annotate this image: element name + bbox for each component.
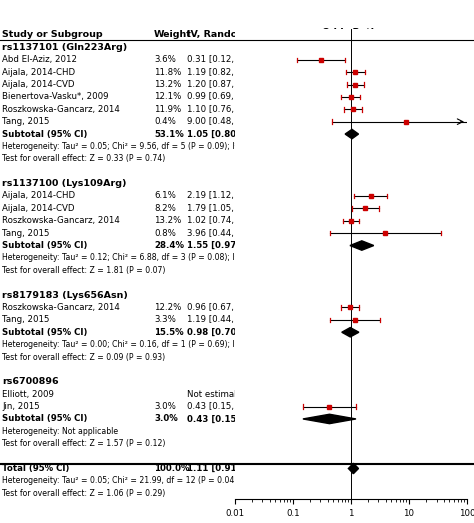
Text: 1.79 [1.05, 3.05]: 1.79 [1.05, 3.05] — [187, 204, 259, 213]
Text: 0.4%: 0.4% — [154, 117, 176, 126]
Text: Total (95% CI): Total (95% CI) — [2, 464, 70, 473]
Text: Not estimable: Not estimable — [187, 390, 247, 399]
Text: Subtotal (95% CI): Subtotal (95% CI) — [2, 241, 88, 250]
Text: 13.2%: 13.2% — [154, 217, 182, 225]
Text: 12.2%: 12.2% — [154, 303, 182, 312]
Text: Aijala, 2014-CHD: Aijala, 2014-CHD — [2, 191, 75, 200]
Text: 3.6%: 3.6% — [154, 55, 176, 64]
Polygon shape — [350, 241, 374, 250]
Text: 11.8%: 11.8% — [154, 67, 182, 76]
Text: Subtotal (95% CI): Subtotal (95% CI) — [2, 414, 88, 424]
Text: rs1137101 (Gln223Arg): rs1137101 (Gln223Arg) — [2, 43, 128, 52]
Text: Heterogeneity: Tau² = 0.00; Chi² = 0.16, df = 1 (P = 0.69); I² = 0%: Heterogeneity: Tau² = 0.00; Chi² = 0.16,… — [2, 340, 262, 349]
Text: 8.2%: 8.2% — [154, 204, 176, 213]
Text: 53.1%: 53.1% — [154, 130, 184, 139]
Text: Aijala, 2014-CVD: Aijala, 2014-CVD — [2, 204, 75, 213]
Text: Test for overall effect: Z = 1.06 (P = 0.29): Test for overall effect: Z = 1.06 (P = 0… — [2, 489, 165, 498]
Text: 0.43 [0.15, 1.23]: 0.43 [0.15, 1.23] — [187, 402, 259, 411]
Text: Test for overall effect: Z = 0.09 (P = 0.93): Test for overall effect: Z = 0.09 (P = 0… — [2, 353, 165, 361]
Text: Elliott, 2009: Elliott, 2009 — [2, 390, 54, 399]
Text: Aijala, 2014-CVD: Aijala, 2014-CVD — [2, 80, 75, 89]
Text: Subtotal (95% CI): Subtotal (95% CI) — [2, 130, 88, 139]
Text: Heterogeneity: Tau² = 0.05; Chi² = 21.99, df = 12 (P = 0.04); I² = 45%: Heterogeneity: Tau² = 0.05; Chi² = 21.99… — [2, 476, 277, 485]
Polygon shape — [348, 463, 358, 474]
Text: 3.3%: 3.3% — [154, 315, 176, 324]
Polygon shape — [342, 327, 359, 337]
Text: 0.31 [0.12, 0.80]: 0.31 [0.12, 0.80] — [187, 55, 259, 64]
Text: Roszkowska-Gancarz, 2014: Roszkowska-Gancarz, 2014 — [2, 303, 120, 312]
Text: 1.55 [0.97, 2.49]: 1.55 [0.97, 2.49] — [187, 241, 268, 250]
Text: rs6700896: rs6700896 — [2, 377, 59, 386]
Text: 6.1%: 6.1% — [154, 191, 176, 200]
Text: Abd El-Aziz, 2012: Abd El-Aziz, 2012 — [2, 55, 77, 64]
Text: Tang, 2015: Tang, 2015 — [2, 315, 50, 324]
Text: 0.98 [0.70, 1.38]: 0.98 [0.70, 1.38] — [187, 328, 268, 337]
Text: 0.99 [0.69, 1.42]: 0.99 [0.69, 1.42] — [187, 93, 259, 101]
Text: Heterogeneity: Tau² = 0.05; Chi² = 9.56, df = 5 (P = 0.09); I² = 48%: Heterogeneity: Tau² = 0.05; Chi² = 9.56,… — [2, 142, 266, 151]
Text: 1.02 [0.74, 1.41]: 1.02 [0.74, 1.41] — [187, 217, 259, 225]
Text: 2.19 [1.12, 4.28]: 2.19 [1.12, 4.28] — [187, 191, 259, 200]
Text: 0.96 [0.67, 1.38]: 0.96 [0.67, 1.38] — [187, 303, 259, 312]
Text: rs1137100 (Lys109Arg): rs1137100 (Lys109Arg) — [2, 179, 127, 188]
Text: Heterogeneity: Tau² = 0.12; Chi² = 6.88, df = 3 (P = 0.08); I² = 56%: Heterogeneity: Tau² = 0.12; Chi² = 6.88,… — [2, 254, 266, 263]
Text: Tang, 2015: Tang, 2015 — [2, 117, 50, 126]
Text: Test for overall effect: Z = 0.33 (P = 0.74): Test for overall effect: Z = 0.33 (P = 0… — [2, 154, 165, 163]
Text: Test for overall effect: Z = 1.81 (P = 0.07): Test for overall effect: Z = 1.81 (P = 0… — [2, 266, 166, 275]
Text: 28.4%: 28.4% — [154, 241, 184, 250]
Text: 1.20 [0.87, 1.66]: 1.20 [0.87, 1.66] — [187, 80, 259, 89]
Text: Weight: Weight — [154, 30, 192, 39]
Text: 1.19 [0.44, 3.22]: 1.19 [0.44, 3.22] — [187, 315, 259, 324]
Text: 15.5%: 15.5% — [154, 328, 184, 337]
Text: Roszkowska-Gancarz, 2014: Roszkowska-Gancarz, 2014 — [2, 105, 120, 114]
Text: Roszkowska-Gancarz, 2014: Roszkowska-Gancarz, 2014 — [2, 217, 120, 225]
Text: Test for overall effect: Z = 1.57 (P = 0.12): Test for overall effect: Z = 1.57 (P = 0… — [2, 439, 166, 448]
Text: 12.1%: 12.1% — [154, 93, 182, 101]
Text: 3.96 [0.44, 35.64]: 3.96 [0.44, 35.64] — [187, 229, 265, 237]
Text: 9.00 [0.48, 168.73]: 9.00 [0.48, 168.73] — [187, 117, 270, 126]
Text: Jin, 2015: Jin, 2015 — [2, 402, 40, 411]
Text: IV, Random, 95% CI: IV, Random, 95% CI — [299, 33, 402, 42]
Text: 100.0%: 100.0% — [154, 464, 190, 473]
Polygon shape — [303, 414, 356, 424]
Text: Aijala, 2014-CHD: Aijala, 2014-CHD — [2, 67, 75, 76]
Text: 0.43 [0.15, 1.23]: 0.43 [0.15, 1.23] — [187, 414, 268, 424]
Text: 0.8%: 0.8% — [154, 229, 176, 237]
Text: IV, Random, 95% CI: IV, Random, 95% CI — [187, 30, 291, 39]
Text: Study or Subgroup: Study or Subgroup — [2, 30, 103, 39]
Text: 3.0%: 3.0% — [154, 402, 176, 411]
Text: 13.2%: 13.2% — [154, 80, 182, 89]
Text: Subtotal (95% CI): Subtotal (95% CI) — [2, 328, 88, 337]
Text: Heterogeneity: Not applicable: Heterogeneity: Not applicable — [2, 427, 118, 436]
Text: 3.0%: 3.0% — [154, 414, 178, 424]
Text: 1.05 [0.80, 1.36]: 1.05 [0.80, 1.36] — [187, 130, 268, 139]
Text: Bienertova-Vasku*, 2009: Bienertova-Vasku*, 2009 — [2, 93, 109, 101]
Polygon shape — [345, 129, 358, 139]
Text: Tang, 2015: Tang, 2015 — [2, 229, 50, 237]
Text: 1.11 [0.91, 1.36]: 1.11 [0.91, 1.36] — [187, 464, 268, 473]
Text: Odds Ratio: Odds Ratio — [321, 28, 380, 37]
Text: rs8179183 (Lys656Asn): rs8179183 (Lys656Asn) — [2, 291, 128, 300]
Text: 11.9%: 11.9% — [154, 105, 181, 114]
Text: 1.10 [0.76, 1.59]: 1.10 [0.76, 1.59] — [187, 105, 259, 114]
Text: 1.19 [0.82, 1.73]: 1.19 [0.82, 1.73] — [187, 67, 259, 76]
